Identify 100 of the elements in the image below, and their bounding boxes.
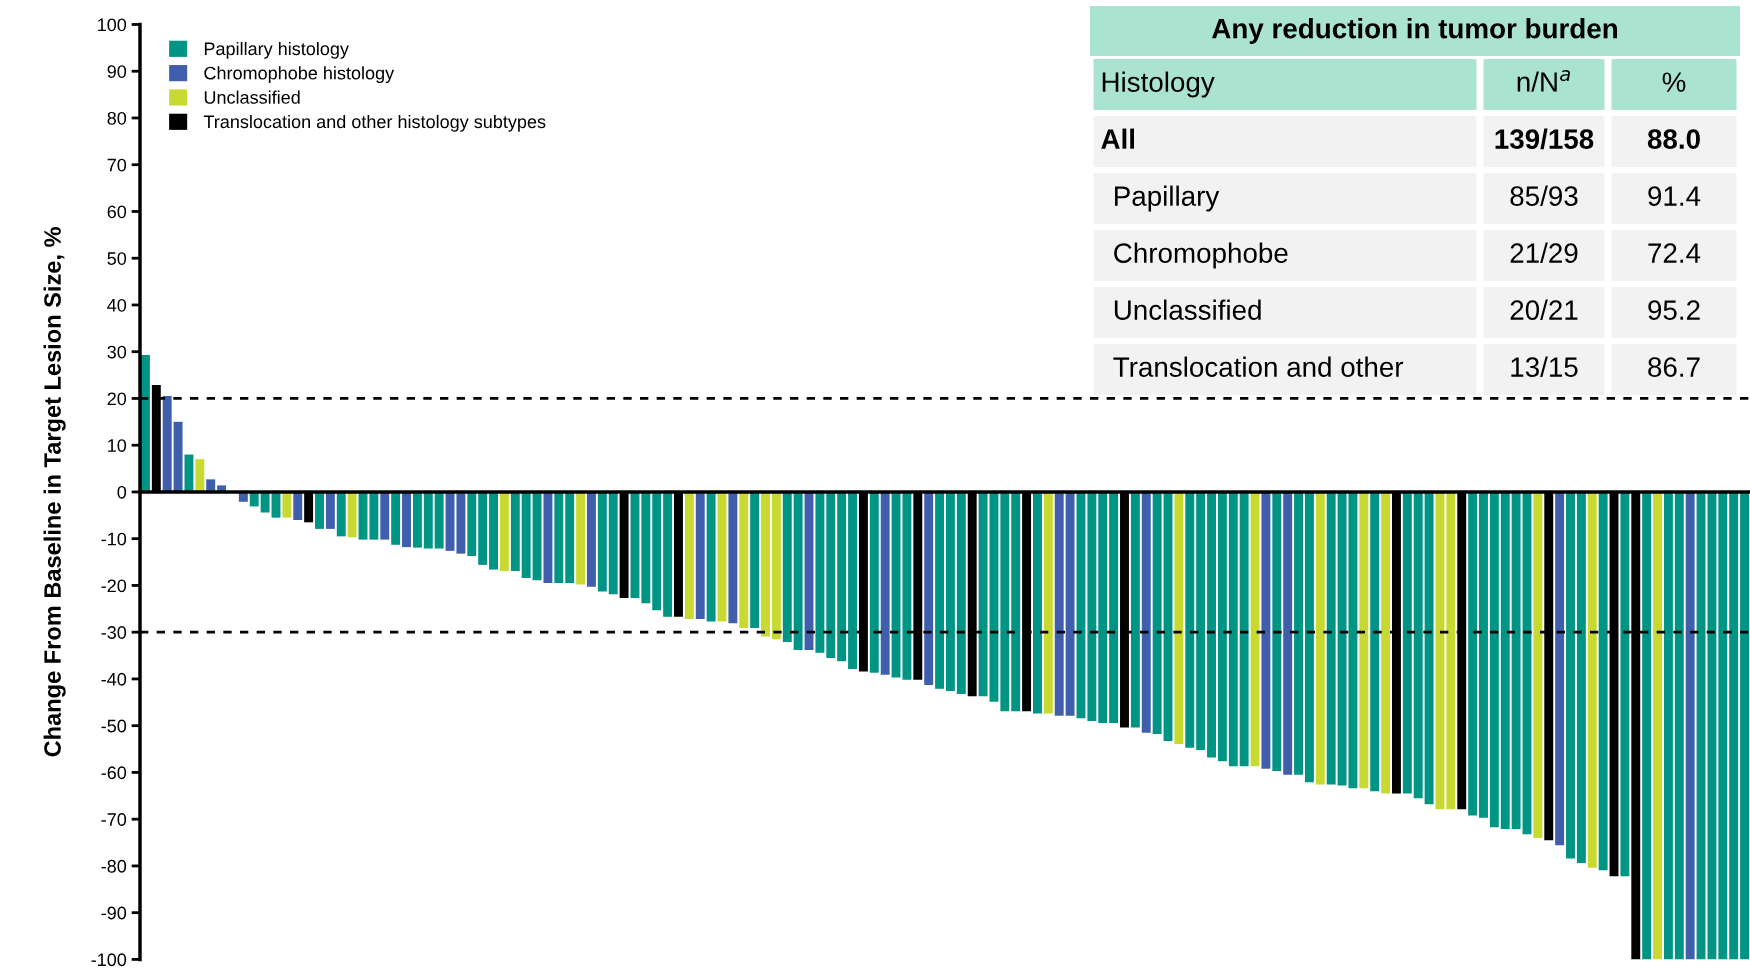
- annotation: 88.0: [1647, 129, 1700, 149]
- bar: [1011, 491, 1021, 712]
- annotation: %: [1662, 72, 1686, 92]
- y-tick-label: 0: [117, 485, 127, 499]
- annotation: 20/21: [1510, 299, 1578, 320]
- bar: [1228, 491, 1238, 767]
- bar: [706, 491, 716, 622]
- bar: [739, 491, 749, 628]
- bar: [695, 491, 705, 620]
- bar: [1381, 491, 1391, 794]
- bar: [1315, 491, 1325, 785]
- y-tick-label: 100: [98, 18, 127, 32]
- bar: [1479, 491, 1488, 818]
- bar: [1043, 491, 1053, 714]
- bar: [1065, 491, 1075, 716]
- annotation: 91.4: [1648, 186, 1701, 206]
- annotation: Any reduction in tumor burden: [1212, 18, 1617, 44]
- annotation: 21/29: [1510, 242, 1578, 263]
- bar: [423, 491, 433, 549]
- bar: [510, 491, 520, 571]
- annotation: 13/15: [1511, 356, 1578, 377]
- bar: [956, 491, 966, 694]
- bar: [1446, 491, 1456, 810]
- bar: [652, 491, 662, 611]
- annotation: Unclassified: [1114, 299, 1261, 320]
- bar: [1087, 491, 1097, 722]
- bar: [554, 491, 564, 584]
- bar: [1620, 491, 1630, 877]
- bar: [173, 421, 183, 492]
- y-tick-label: -100: [91, 953, 127, 967]
- bar: [837, 491, 847, 662]
- annotation: All: [1101, 128, 1135, 149]
- bar: [1576, 491, 1586, 864]
- bar: [532, 491, 542, 581]
- bar: [924, 491, 934, 686]
- bar: [1642, 491, 1652, 960]
- bar: [597, 491, 607, 592]
- bar: [663, 491, 673, 617]
- bar: [880, 491, 890, 675]
- legend-label: Unclassified: [204, 90, 300, 104]
- bar: [1740, 491, 1750, 960]
- bar: [684, 491, 694, 620]
- bar: [1217, 491, 1227, 762]
- annotation: 72.4: [1648, 243, 1701, 263]
- bar: [1718, 491, 1728, 960]
- bar: [1272, 491, 1282, 772]
- bar: [412, 491, 422, 548]
- bar: [1000, 491, 1010, 712]
- bar: [1304, 491, 1314, 783]
- annotation: Histology: [1102, 71, 1215, 98]
- bar: [402, 491, 411, 548]
- bar: [1294, 491, 1304, 775]
- y-axis-title: Change From Baseline in Target Lesion Size, %: [43, 227, 66, 757]
- y-tick-label: -70: [101, 813, 127, 826]
- bar: [1196, 491, 1206, 750]
- y-tick-label: -40: [101, 672, 127, 686]
- bar: [521, 491, 531, 578]
- annotation: n/N$^{a}$: [1517, 70, 1570, 92]
- y-tick-label: -20: [101, 579, 127, 593]
- bar: [1533, 491, 1543, 838]
- bar: [1468, 491, 1478, 816]
- bar: [935, 491, 945, 689]
- annotation: Papillary: [1115, 185, 1220, 212]
- bar: [1511, 491, 1521, 829]
- bar: [869, 491, 879, 673]
- bar: [728, 491, 738, 624]
- bar: [1185, 491, 1195, 748]
- bar: [1402, 491, 1412, 794]
- bar: [1152, 491, 1162, 735]
- bar: [456, 491, 466, 554]
- bar: [184, 454, 194, 492]
- bar: [347, 491, 357, 538]
- y-tick-label: -60: [101, 766, 127, 780]
- bar: [793, 491, 803, 650]
- bar: [467, 491, 477, 556]
- bar: [478, 491, 488, 565]
- y-tick-label: -30: [101, 626, 127, 639]
- y-tick-label: 70: [107, 158, 127, 172]
- bar: [293, 491, 303, 520]
- legend-label: Translocation and other histology subtypes: [203, 114, 546, 132]
- bar: [1413, 491, 1423, 799]
- bar: [815, 491, 825, 653]
- bar: [771, 491, 781, 640]
- bar: [641, 491, 651, 604]
- y-tick-label: 90: [107, 65, 127, 78]
- y-tick-label: 10: [108, 439, 127, 452]
- bar: [1500, 491, 1510, 829]
- bar: [260, 491, 270, 513]
- legend-label: Chromophobe histology: [204, 66, 395, 84]
- bar: [848, 491, 857, 670]
- bar: [782, 491, 792, 643]
- bar: [1130, 491, 1140, 728]
- bar: [1054, 491, 1064, 716]
- bar: [489, 491, 499, 570]
- bar: [1653, 491, 1662, 960]
- bar: [391, 491, 401, 545]
- bar: [1207, 491, 1216, 758]
- bar: [750, 491, 760, 628]
- bar: [576, 491, 586, 585]
- annotation: 139/158: [1495, 128, 1594, 150]
